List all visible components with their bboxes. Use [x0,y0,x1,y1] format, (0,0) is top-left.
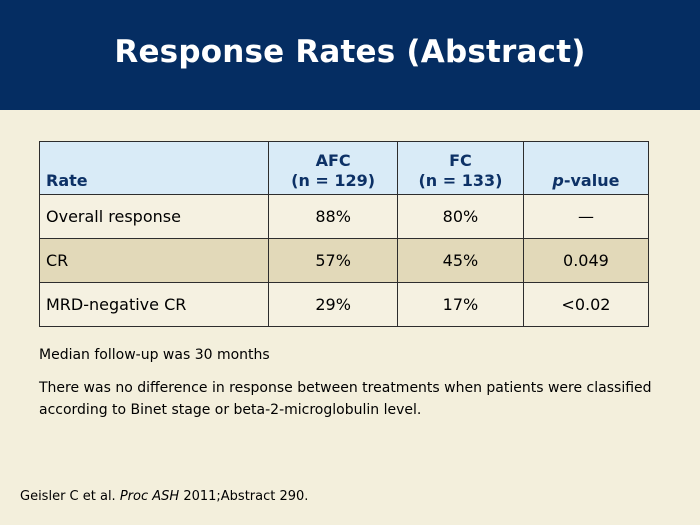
cell-pvalue: <0.02 [522,282,650,327]
header-afc-name: AFC [315,151,351,170]
cell-fc: 80% [397,194,524,239]
cell-fc: 17% [397,282,524,327]
table-row: MRD-negative CR 29% 17% <0.02 [38,282,650,327]
cell-rate: MRD-negative CR [38,282,270,327]
cell-fc: 45% [397,238,524,283]
header-fc-n: (n = 133) [418,171,503,190]
slide-title: Response Rates (Abstract) [114,34,586,70]
cell-pvalue: — [522,194,650,239]
cell-rate: CR [38,238,270,283]
followup-note: Median follow-up was 30 months [39,347,270,363]
citation: Geisler C et al. Proc ASH 2011;Abstract … [20,489,308,504]
header-pvalue-rest: -value [563,171,620,190]
cell-rate: Overall response [38,194,270,239]
cell-pvalue: 0.049 [522,238,650,283]
table-row: Overall response 88% 80% — [38,194,650,239]
response-rates-table: Rate AFC (n = 129) FC (n = 133) p-value … [38,141,650,327]
citation-journal: Proc ASH [119,489,180,504]
difference-note: There was no difference in response betw… [39,380,652,418]
cell-afc: 88% [268,194,399,239]
cell-afc: 57% [268,238,399,283]
header-afc: AFC (n = 129) [268,141,399,195]
citation-rest: 2011;Abstract 290. [183,489,309,504]
title-banner: Response Rates (Abstract) [0,0,700,110]
header-afc-n: (n = 129) [291,171,376,190]
cell-afc: 29% [268,282,399,327]
header-rate: Rate [38,141,270,195]
header-fc-name: FC [449,151,472,170]
table-header-row: Rate AFC (n = 129) FC (n = 133) p-value [38,141,650,195]
citation-authors: Geisler C et al. [20,489,116,504]
table-row: CR 57% 45% 0.049 [38,238,650,283]
header-fc: FC (n = 133) [397,141,524,195]
header-pvalue: p-value [522,141,650,195]
header-pvalue-p: p [552,171,564,190]
